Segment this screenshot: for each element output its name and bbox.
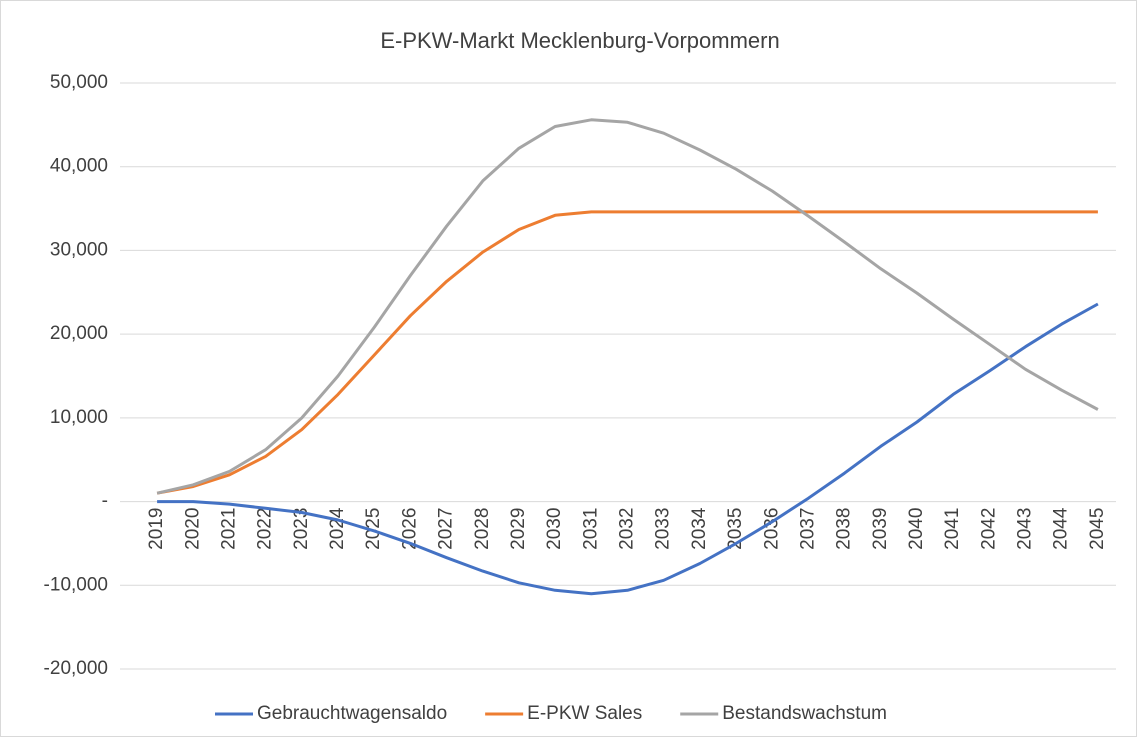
series-line (157, 302, 1099, 596)
x-tick-label: 2023 (291, 508, 312, 550)
x-tick-label: 2026 (399, 508, 420, 550)
x-tick-label: 2036 (761, 508, 782, 550)
legend-label: Bestandswachstum (722, 703, 887, 724)
y-tick-label: 50,000 (50, 72, 108, 93)
y-tick-label: 20,000 (50, 323, 108, 344)
y-tick-label: -20,000 (44, 658, 108, 679)
x-tick-label: 2031 (580, 508, 601, 550)
x-tick-label: 2045 (1087, 508, 1108, 550)
y-tick-label: 40,000 (50, 156, 108, 177)
x-tick-label: 2038 (834, 508, 855, 550)
y-tick-label: 30,000 (50, 239, 108, 260)
x-tick-label: 2024 (327, 507, 348, 550)
x-tick-label: 2033 (653, 508, 674, 550)
x-tick-label: 2020 (182, 508, 203, 550)
x-tick-label: 2037 (797, 508, 818, 550)
legend-label: Gebrauchtwagensaldo (257, 703, 447, 724)
x-tick-label: 2034 (689, 507, 710, 550)
series-line (156, 118, 1099, 495)
x-tick-label: 2022 (255, 508, 276, 550)
x-tick-label: 2032 (617, 508, 638, 550)
x-tick-label: 2040 (906, 508, 927, 550)
x-tick-label: 2039 (870, 508, 891, 550)
y-tick-label: 10,000 (50, 407, 108, 428)
x-tick-label: 2042 (978, 508, 999, 550)
x-tick-label: 2044 (1051, 507, 1072, 550)
x-tick-label: 2028 (472, 508, 493, 550)
x-tick-label: 2041 (942, 508, 963, 550)
x-tick-label: 2030 (544, 508, 565, 550)
y-tick-label: - (102, 491, 108, 512)
x-tick-label: 2043 (1015, 508, 1036, 550)
x-tick-label: 2029 (508, 508, 529, 550)
x-tick-label: 2027 (436, 508, 457, 550)
legend-label: E-PKW Sales (527, 703, 642, 724)
series-line (156, 210, 1098, 495)
x-tick-label: 2021 (218, 508, 239, 550)
chart-title: E-PKW-Markt Mecklenburg-Vorpommern (380, 28, 779, 53)
y-tick-label: -10,000 (44, 574, 108, 595)
x-tick-label: 2019 (146, 508, 167, 550)
x-tick-label: 2025 (363, 508, 384, 550)
